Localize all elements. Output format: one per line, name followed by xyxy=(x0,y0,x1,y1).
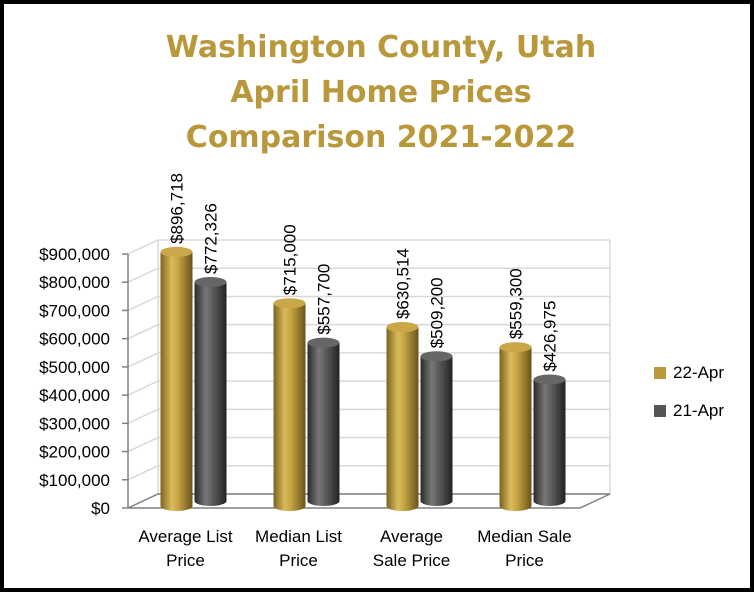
y-tick-label: $800,000 xyxy=(39,273,110,292)
x-category-label: Price xyxy=(505,551,544,570)
legend-swatch xyxy=(654,405,666,417)
chart-title-line-1: Washington County, Utah xyxy=(165,30,597,65)
legend-label: 21-Apr xyxy=(673,401,724,420)
data-label: $557,700 xyxy=(315,264,334,335)
data-label: $426,975 xyxy=(541,301,560,372)
bar-22-Apr-0 xyxy=(160,246,193,512)
y-tick-label: $300,000 xyxy=(39,414,110,433)
bar-21-Apr-0 xyxy=(194,277,227,507)
x-category-label: Average xyxy=(380,527,443,546)
x-category-label: Median Sale xyxy=(477,527,572,546)
x-category-label: Median List xyxy=(255,527,342,546)
y-tick-label: $900,000 xyxy=(39,245,110,264)
bar-22-Apr-3 xyxy=(499,342,532,512)
bar-21-Apr-1 xyxy=(307,337,340,507)
bar-22-Apr-1 xyxy=(273,298,306,512)
data-label: $630,514 xyxy=(394,248,413,319)
x-axis-floor xyxy=(127,493,611,509)
data-label: $772,326 xyxy=(202,203,221,274)
legend-label: 22-Apr xyxy=(673,363,724,382)
gridline xyxy=(127,239,610,255)
data-label: $715,000 xyxy=(281,224,300,295)
x-category-label: Average List xyxy=(138,527,232,546)
y-tick-label: $700,000 xyxy=(39,301,110,320)
bar-21-Apr-3 xyxy=(533,374,566,507)
y-tick-label: $600,000 xyxy=(39,330,110,349)
chart-title-line-3: Comparison 2021-2022 xyxy=(185,120,577,155)
bar-21-Apr-2 xyxy=(420,351,453,507)
y-tick-label: $100,000 xyxy=(39,471,110,490)
y-tick-label: $200,000 xyxy=(39,443,110,462)
y-tick-label: $500,000 xyxy=(39,358,110,377)
x-category-label: Price xyxy=(279,551,318,570)
bar-22-Apr-2 xyxy=(386,322,419,512)
data-label: $559,300 xyxy=(507,268,526,339)
x-category-label: Price xyxy=(166,551,205,570)
y-tick-label: $0 xyxy=(91,499,110,518)
legend-swatch xyxy=(654,367,666,379)
chart-title-line-2: April Home Prices xyxy=(230,75,532,110)
y-tick-label: $400,000 xyxy=(39,386,110,405)
data-label: $896,718 xyxy=(168,173,187,244)
data-label: $509,200 xyxy=(428,277,447,348)
x-category-label: Sale Price xyxy=(373,551,450,570)
